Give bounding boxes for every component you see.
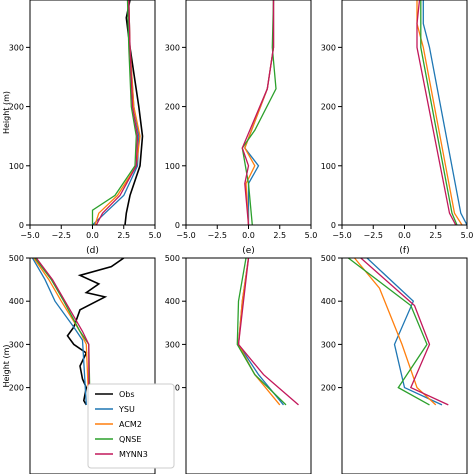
x-tick-label: −5.0 xyxy=(332,231,351,240)
plot-frame xyxy=(185,257,312,474)
y-tick-label: 500 xyxy=(9,254,24,263)
panel-d: 200 300 400 500 (d) Height (m) xyxy=(2,246,156,474)
y-tick-label: 400 xyxy=(321,297,336,306)
y-axis-label: Height (m) xyxy=(2,91,11,134)
series-mynn3-line xyxy=(95,0,139,225)
plot-frame xyxy=(29,0,156,226)
panel-a: 0 100 200 300 −5.0 −2.5 0.0 2.5 5.0 Height (m) xyxy=(2,0,161,240)
y-tick-label: 200 xyxy=(321,384,336,393)
plot-frame xyxy=(29,257,156,474)
x-tick-label: −5.0 xyxy=(176,231,195,240)
y-tick-label: 300 xyxy=(165,43,180,52)
y-tick-label: 300 xyxy=(9,43,24,52)
series-qnse-line xyxy=(241,0,277,225)
y-tick-label: 0 xyxy=(331,221,336,230)
y-tick-label: 300 xyxy=(9,340,24,349)
panel-title: (e) xyxy=(242,246,255,256)
series-mynn3-line xyxy=(241,0,275,225)
series-acm2-line xyxy=(353,258,437,406)
y-tick-label: 400 xyxy=(9,297,24,306)
series-ysu-line xyxy=(422,0,467,225)
series-acm2-line xyxy=(416,0,463,225)
y-axis-label: Height (m) xyxy=(2,344,11,387)
y-tick-label: 400 xyxy=(165,297,180,306)
y-tick-label: 500 xyxy=(321,254,336,263)
x-tick-label: 0.0 xyxy=(242,231,255,240)
y-tick-label: 200 xyxy=(9,103,24,112)
series-qnse-line xyxy=(91,0,137,225)
series-qnse-line xyxy=(34,258,91,405)
series-ysu-line xyxy=(366,258,443,406)
legend-label-acm2: ACM2 xyxy=(119,420,142,429)
series-mynn3-line xyxy=(35,258,90,405)
x-tick-label: −5.0 xyxy=(20,231,39,240)
legend-label-mynn3: MYNN3 xyxy=(119,450,148,459)
series-qnse-line xyxy=(347,258,430,406)
y-tick-label: 200 xyxy=(321,103,336,112)
y-tick-label: 100 xyxy=(321,162,336,171)
legend-label-obs: Obs xyxy=(119,390,135,399)
y-tick-label: 0 xyxy=(19,221,24,230)
y-tick-label: 100 xyxy=(9,162,24,171)
panel-c: 0 100 200 300 −5.0 −2.5 0.0 2.5 5.0 xyxy=(321,0,474,240)
series-qnse-line xyxy=(420,0,458,225)
y-tick-label: 200 xyxy=(165,103,180,112)
x-tick-label: −2.5 xyxy=(52,231,71,240)
series-ysu-line xyxy=(31,258,87,405)
x-tick-label: 0.0 xyxy=(398,231,411,240)
y-tick-label: 0 xyxy=(175,221,180,230)
series-mynn3-line xyxy=(360,258,449,406)
panel-title: (d) xyxy=(86,246,99,256)
panel-f: 200 300 400 500 (f) xyxy=(321,246,468,474)
series-obs-line xyxy=(124,0,144,225)
panel-b: 0 100 200 300 −5.0 −2.5 0.0 2.5 5.0 xyxy=(165,0,318,240)
x-tick-label: 2.5 xyxy=(117,231,130,240)
legend: Obs YSU ACM2 QNSE MYNN3 xyxy=(87,383,175,469)
legend-box xyxy=(87,383,175,469)
y-tick-label: 300 xyxy=(321,340,336,349)
x-tick-label: 0.0 xyxy=(86,231,99,240)
legend-label-ysu: YSU xyxy=(118,405,135,414)
x-tick-label: 5.0 xyxy=(305,231,318,240)
legend-label-qnse: QNSE xyxy=(119,435,141,444)
plot-frame xyxy=(341,257,468,474)
series-mynn3-line xyxy=(237,258,299,406)
y-tick-label: 300 xyxy=(165,340,180,349)
x-tick-label: 5.0 xyxy=(461,231,474,240)
series-acm2-line xyxy=(33,258,90,405)
y-tick-label: 200 xyxy=(9,384,24,393)
series-qnse-line xyxy=(236,258,287,406)
y-tick-label: 100 xyxy=(165,162,180,171)
y-tick-label: 300 xyxy=(321,43,336,52)
x-tick-label: −2.5 xyxy=(208,231,227,240)
x-tick-label: 2.5 xyxy=(429,231,442,240)
y-tick-label: 500 xyxy=(165,254,180,263)
panel-title: (f) xyxy=(399,246,409,256)
x-tick-label: 2.5 xyxy=(273,231,286,240)
x-tick-label: −2.5 xyxy=(364,231,383,240)
x-tick-label: 5.0 xyxy=(149,231,162,240)
series-mynn3-line xyxy=(416,0,457,225)
